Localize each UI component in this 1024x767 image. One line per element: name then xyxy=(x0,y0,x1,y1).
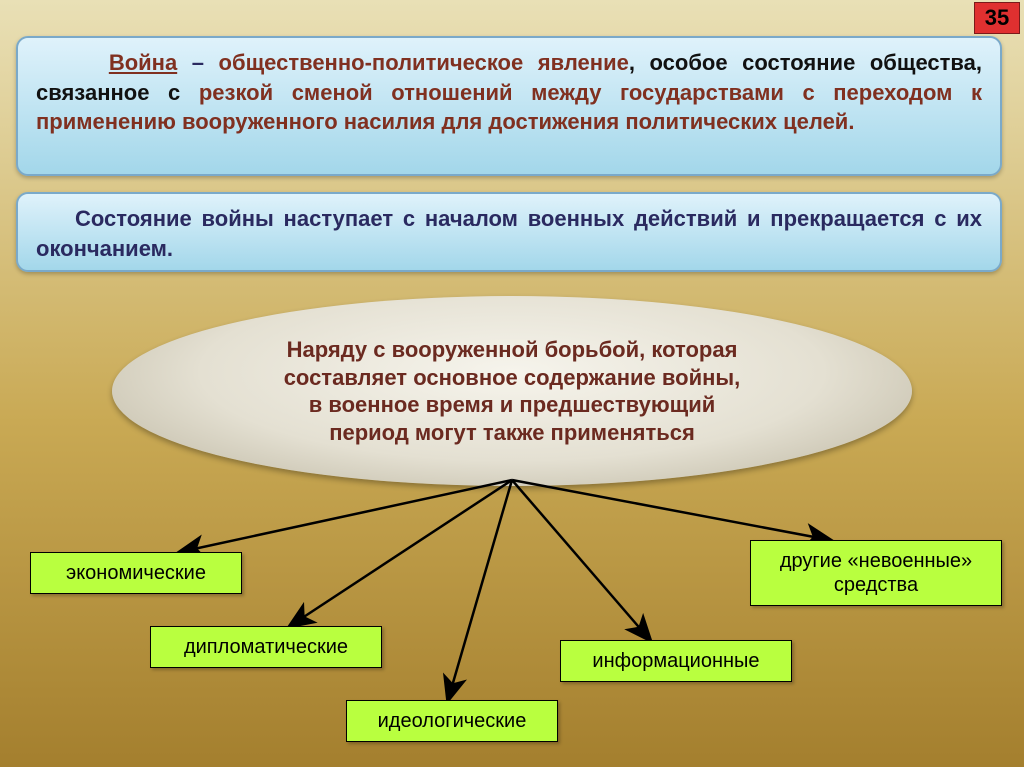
leaf-economic: экономические xyxy=(30,552,242,594)
state-box: Состояние войны наступает с началом воен… xyxy=(16,192,1002,272)
definition-text: Война – общественно-политическое явление… xyxy=(36,48,982,137)
slide-stage: 35 Война – общественно-политическое явле… xyxy=(0,0,1024,767)
slide-number-badge: 35 xyxy=(974,2,1020,34)
arrow-line xyxy=(180,480,512,552)
arrow-line xyxy=(512,480,830,540)
ellipse-text: Наряду с вооруженной борьбой, котораясос… xyxy=(162,336,862,446)
leaf-other: другие «невоенные» средства xyxy=(750,540,1002,606)
text-segment: общественно-политическое явление xyxy=(219,50,629,75)
central-ellipse: Наряду с вооруженной борьбой, котораясос… xyxy=(112,296,912,486)
state-text: Состояние войны наступает с началом воен… xyxy=(36,204,982,263)
text-segment: Война xyxy=(109,50,177,75)
arrow-line xyxy=(512,480,650,640)
text-segment: – xyxy=(177,50,218,75)
arrow-line xyxy=(448,480,512,700)
text-segment xyxy=(36,50,109,75)
definition-box: Война – общественно-политическое явление… xyxy=(16,36,1002,176)
ellipse-container: Наряду с вооруженной борьбой, котораясос… xyxy=(112,296,912,486)
text-segment: Состояние войны наступает с началом воен… xyxy=(36,206,982,261)
arrow-line xyxy=(290,480,512,626)
leaf-ideological: идеологические xyxy=(346,700,558,742)
leaf-information: информационные xyxy=(560,640,792,682)
leaf-diplomatic: дипломатические xyxy=(150,626,382,668)
